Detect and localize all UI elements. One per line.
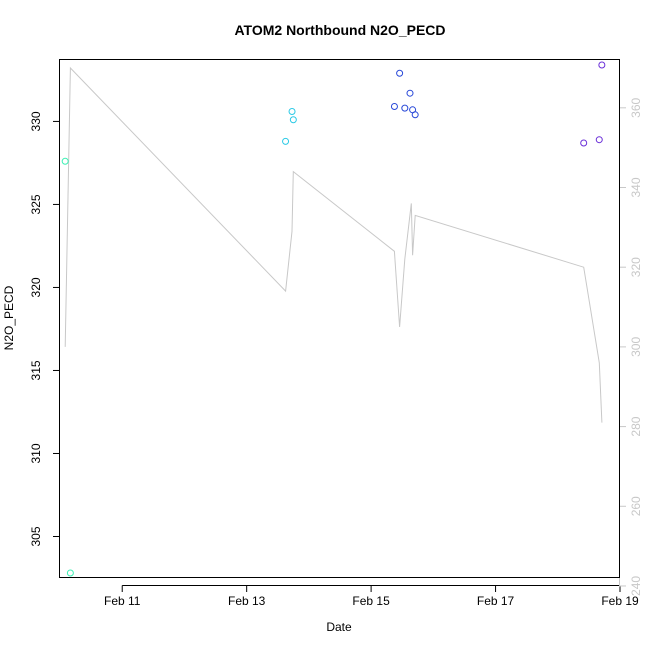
y2-tick-label: 360 (629, 97, 643, 117)
x-tick-label: Feb 15 (352, 594, 390, 608)
axes-layer: Feb 11 Feb 13 Feb 15 Feb 17 Feb 19 305 310 315 3… (29, 97, 643, 608)
data-point (390, 102, 398, 110)
data-point (598, 61, 606, 69)
data-point (580, 139, 588, 147)
y-tick-label: 320 (29, 277, 43, 297)
y2-tick-label: 240 (629, 576, 643, 596)
y2-tick-label: 300 (629, 337, 643, 357)
x-tick-label: Feb 17 (477, 594, 515, 608)
y-tick-label: 315 (29, 360, 43, 380)
x-tick-label: Feb 13 (228, 594, 266, 608)
x-tick-label: Feb 19 (601, 594, 639, 608)
series-line-layer (64, 66, 603, 423)
y2-tick-label: 260 (629, 496, 643, 516)
y-tick-label: 325 (29, 194, 43, 214)
y2-tick-label: 340 (629, 177, 643, 197)
plot-frame (59, 59, 620, 578)
data-point (288, 107, 296, 115)
y-tick-label: 305 (29, 526, 43, 546)
data-point (282, 137, 290, 145)
x-axis-label: Date (326, 620, 352, 634)
data-point (595, 136, 603, 144)
chart-title: ATOM2 Northbound N2O_PECD (234, 22, 445, 38)
y2-tick-label: 320 (629, 257, 643, 277)
y2-tick-label: 280 (629, 416, 643, 436)
x-tick-label: Feb 11 (104, 594, 141, 608)
data-point (289, 116, 297, 124)
data-point (401, 104, 409, 112)
series-line (64, 66, 603, 423)
data-point (66, 569, 74, 577)
y-tick-label: 330 (29, 111, 43, 131)
data-point (406, 89, 414, 97)
data-point (61, 157, 69, 165)
data-point (411, 111, 419, 119)
y-tick-label: 310 (29, 443, 43, 463)
points-layer (61, 61, 606, 577)
data-point (396, 69, 404, 77)
y-axis-label: N2O_PECD (2, 285, 16, 350)
